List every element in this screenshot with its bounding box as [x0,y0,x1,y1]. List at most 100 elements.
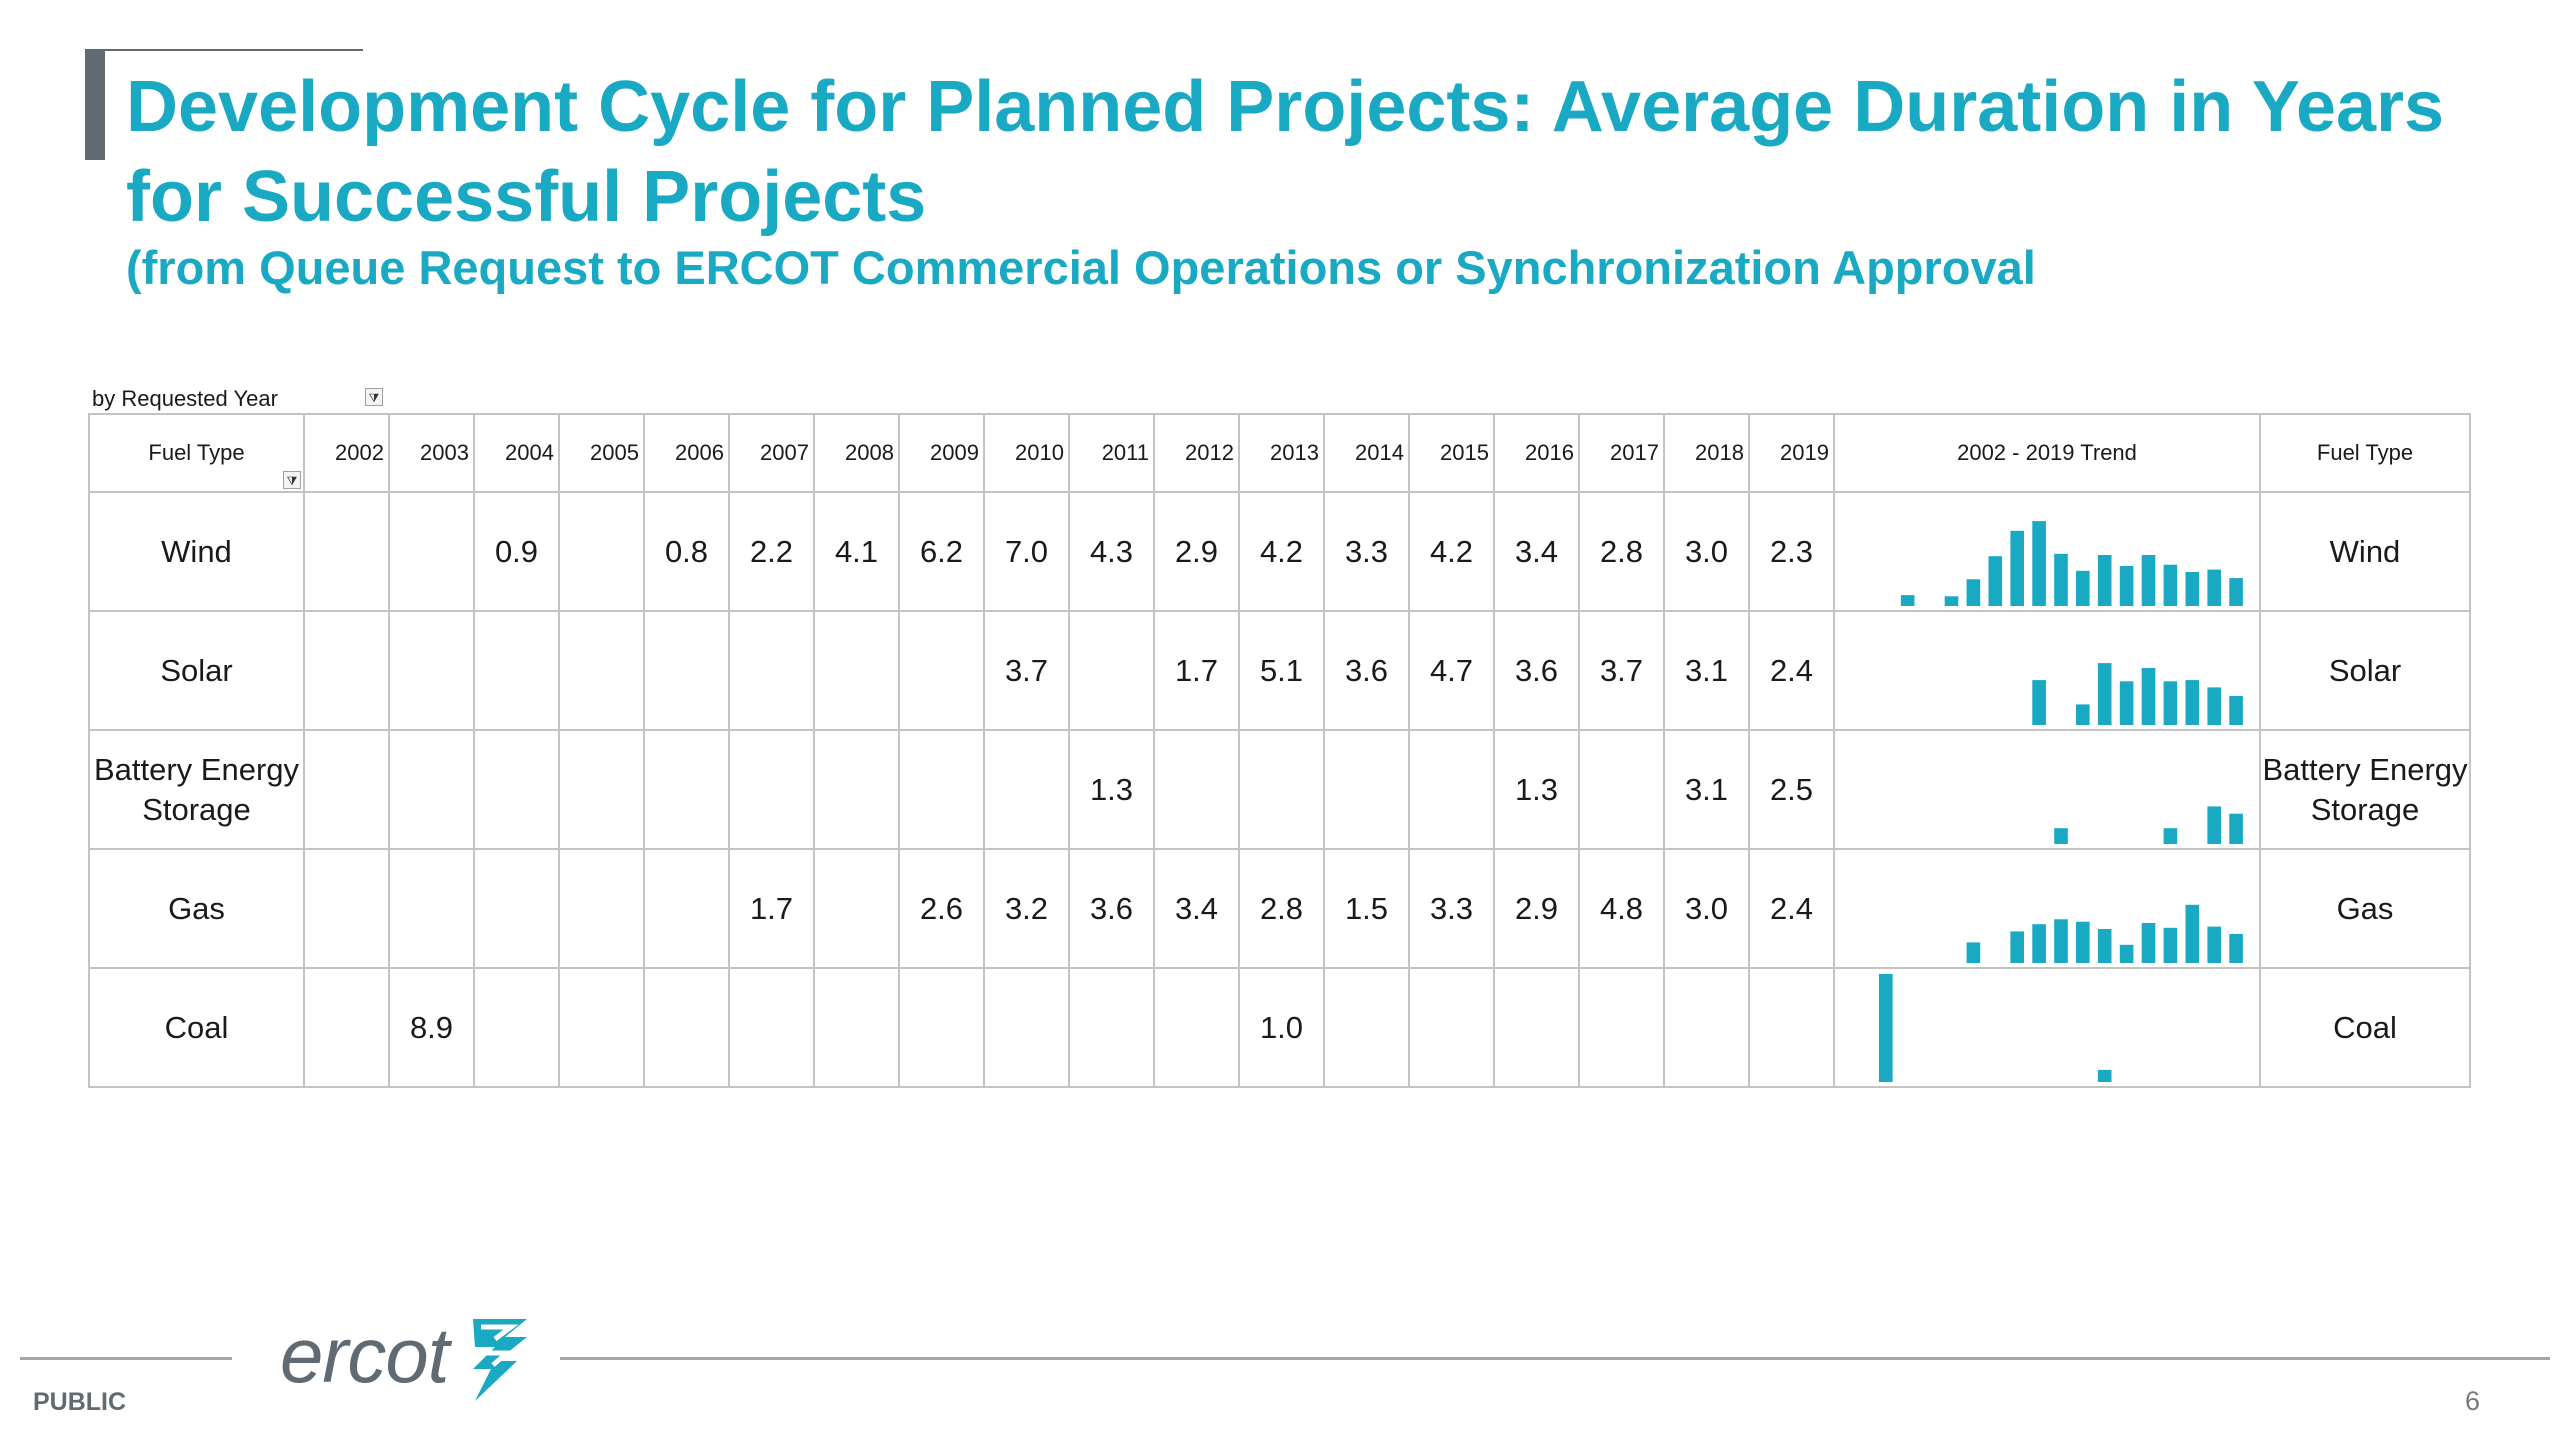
trend-sparkline [2054,806,2243,844]
value-cell [643,729,730,850]
header-year-2007: 2007 [728,413,815,493]
trend-bar [2097,929,2112,963]
value-cell [813,848,900,969]
header-year-2006: 2006 [643,413,730,493]
value-cell [558,967,645,1088]
trend-bar [2010,530,2024,606]
value-cell [728,729,815,850]
value-cell: 1.0 [1238,967,1325,1088]
header-year-2004: 2004 [473,413,560,493]
trend-bar [2229,933,2243,963]
trend-cell [1833,848,2261,969]
table-row: Wind 0.9 0.8 2.2 4.1 6.2 7.0 4.3 2.9 4.2 3.3 4.2 3.4… [88,491,2471,612]
trend-bar [2229,695,2243,725]
value-cell: 3.7 [983,610,1070,731]
value-cell [1153,967,1240,1088]
trend-bar [2010,931,2024,963]
fuel-type-filter-button[interactable]: ⧩ [283,471,301,489]
trend-bar [1966,579,1981,606]
value-cell: 2.2 [728,491,815,612]
value-cell [898,610,985,731]
header-year-2018: 2018 [1663,413,1750,493]
trend-sparkline [2032,663,2243,725]
value-cell [558,729,645,850]
value-cell: 2.8 [1238,848,1325,969]
trend-bar [2119,944,2134,963]
trend-bar [2229,813,2243,844]
value-cell [728,610,815,731]
trend-bar [2076,704,2090,725]
value-cell: 2.4 [1748,848,1835,969]
header-year-2009: 2009 [898,413,985,493]
value-cell: 1.5 [1323,848,1410,969]
value-cell [303,967,390,1088]
value-cell [728,967,815,1088]
value-cell [813,729,900,850]
slide-title: Development Cycle for Planned Projects: … [126,67,2445,237]
trend-bar [2163,828,2178,844]
value-cell [473,610,560,731]
value-cell [1323,729,1410,850]
ercot-logo: ercot [280,1305,535,1405]
trend-bar [2163,927,2178,963]
ercot-lightning-logo-icon [473,1319,527,1401]
value-cell [1493,967,1580,1088]
value-cell: 4.7 [1408,610,1495,731]
value-cell: 1.3 [1493,729,1580,850]
value-cell [813,610,900,731]
trend-bar [2076,570,2090,606]
value-cell [558,610,645,731]
footer-divider-left [20,1357,232,1360]
value-cell: 1.7 [728,848,815,969]
value-cell [898,967,985,1088]
trend-bar [1900,595,1915,606]
trend-cell [1833,610,2261,731]
value-cell: 4.2 [1408,491,1495,612]
value-cell: 0.8 [643,491,730,612]
table-row: Battery Energy Storage 1.3 1.3 3.1 2.5 Batter… [88,729,2471,850]
trend-bar [2185,904,2200,963]
value-cell: 2.9 [1493,848,1580,969]
value-cell: 4.8 [1578,848,1665,969]
value-cell: 2.3 [1748,491,1835,612]
trend-cell [1833,967,2261,1088]
value-cell [643,610,730,731]
trend-bar [2185,572,2200,606]
value-cell: 3.6 [1068,848,1155,969]
value-cell: 2.8 [1578,491,1665,612]
trend-bar [2097,1069,2112,1082]
header-fuel-type-label: Fuel Type [148,440,245,465]
trend-bar [2119,681,2134,725]
trend-bar [2097,663,2112,725]
value-cell: 2.5 [1748,729,1835,850]
title-accent-bar [85,50,105,160]
value-cell: 1.7 [1153,610,1240,731]
fuel-type-cell: Battery Energy Storage [88,729,305,850]
header-year-2013: 2013 [1238,413,1325,493]
trend-sparkline [1879,974,2112,1082]
value-cell [1408,729,1495,850]
trend-bar [1944,596,1959,606]
header-year-2016: 2016 [1493,413,1580,493]
value-cell [1153,729,1240,850]
value-cell: 3.0 [1663,491,1750,612]
fuel-type-cell: Wind [88,491,305,612]
requested-year-filter-button[interactable]: ⧩ [365,388,383,406]
trend-bar [1879,974,1893,1082]
header-year-2003: 2003 [388,413,475,493]
header-year-2017: 2017 [1578,413,1665,493]
trend-bar [2141,668,2156,725]
fuel-type-cell-right: Coal [2259,967,2471,1088]
fuel-type-cell-right: Wind [2259,491,2471,612]
value-cell: 3.0 [1663,848,1750,969]
value-cell: 3.6 [1493,610,1580,731]
header-year-2011: 2011 [1068,413,1155,493]
value-cell: 3.2 [983,848,1070,969]
value-cell [643,848,730,969]
trend-bar [2054,828,2068,844]
value-cell: 2.6 [898,848,985,969]
value-cell [388,491,475,612]
value-cell [1068,967,1155,1088]
table-header-row: Fuel Type ⧩ 2002 2003 2004 2005 2006 2007 2008 20… [88,413,2471,493]
